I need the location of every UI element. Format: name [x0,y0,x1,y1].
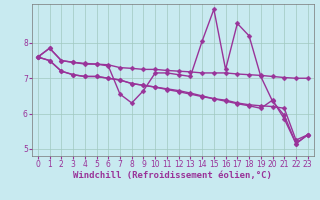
X-axis label: Windchill (Refroidissement éolien,°C): Windchill (Refroidissement éolien,°C) [73,171,272,180]
